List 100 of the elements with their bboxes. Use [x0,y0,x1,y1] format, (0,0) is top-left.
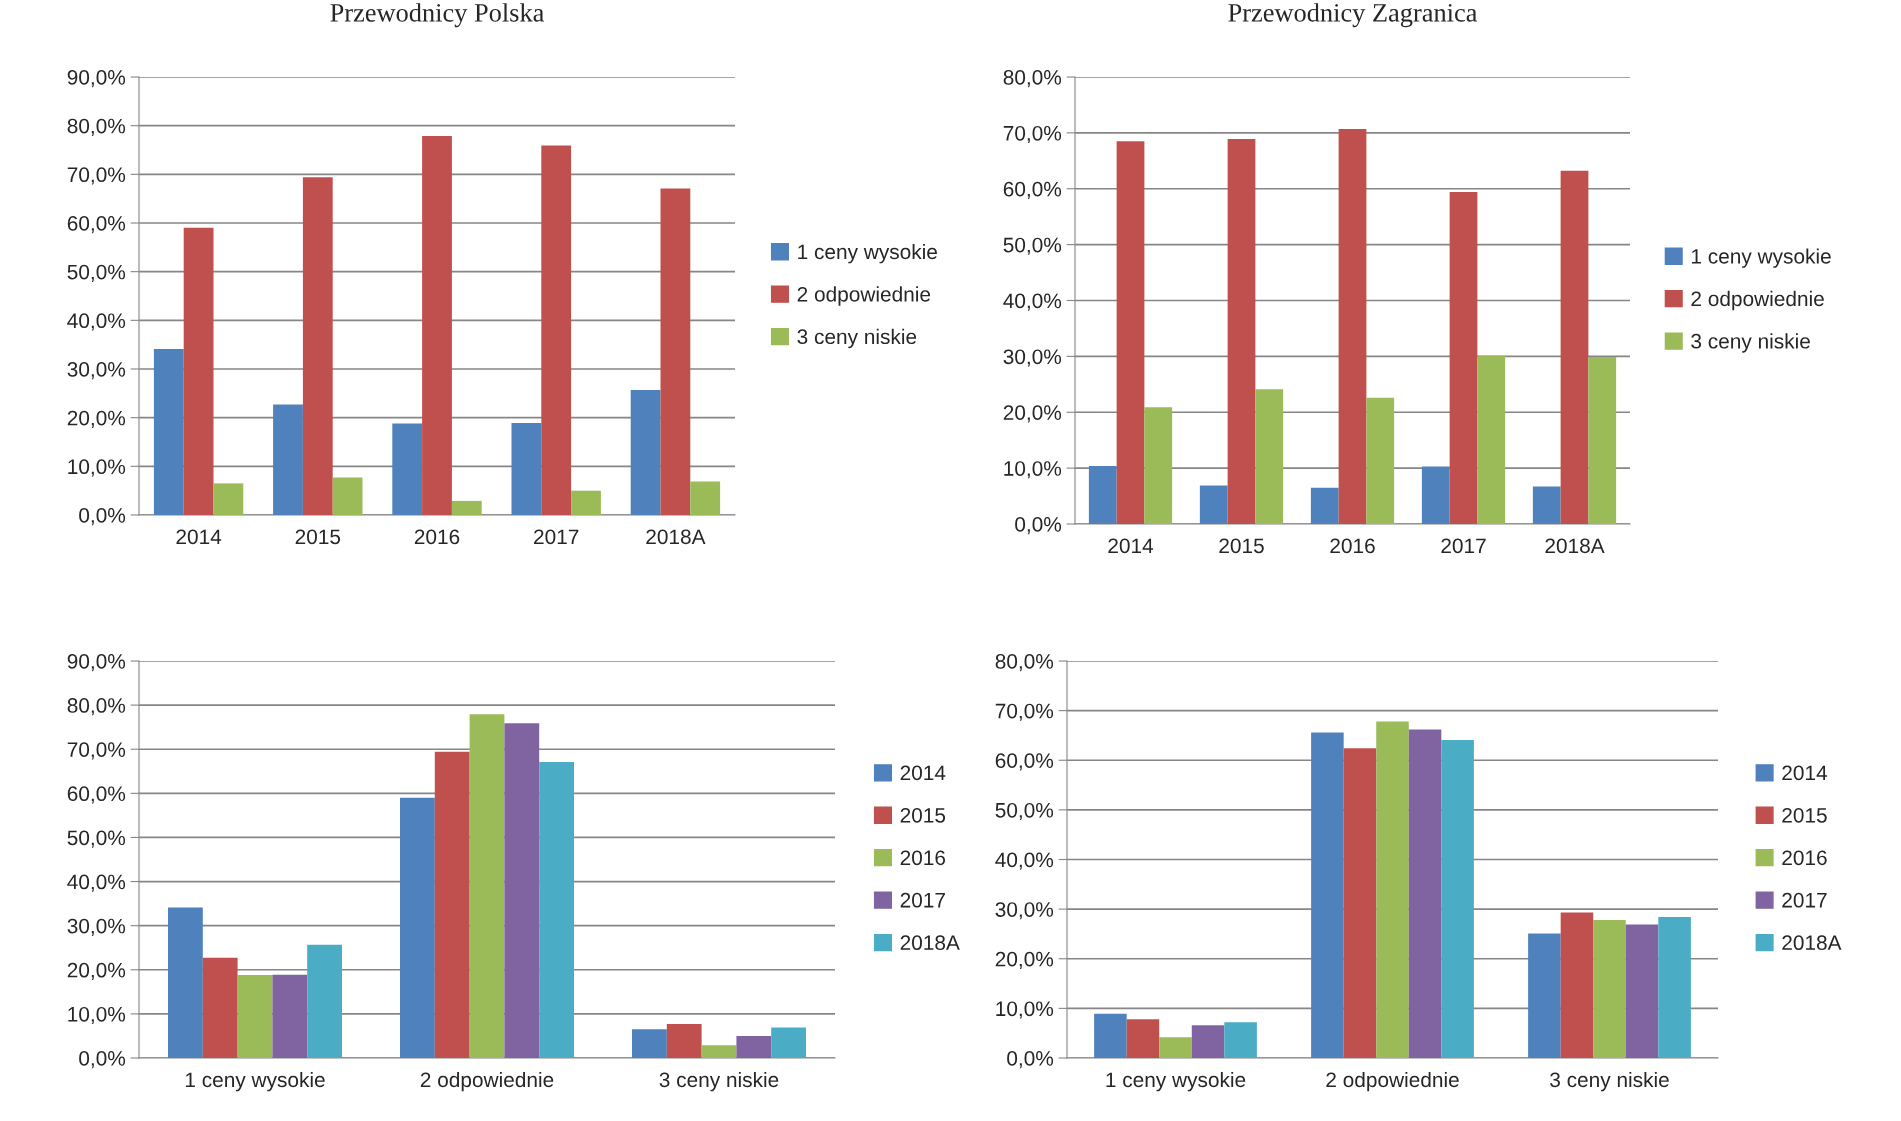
bar [1227,139,1256,524]
x-tick-label: 3 ceny niskie [659,1071,779,1092]
y-tick-label: 40,0% [995,852,1054,870]
x-tick-label: 2016 [1330,538,1375,554]
bar [1658,917,1691,1058]
bar [1338,128,1367,524]
bar [202,957,238,1058]
y-tick-label: 50,0% [995,802,1054,821]
y-tick-label: 70,0% [1003,125,1062,144]
chart-title: Przewodnicy Polska [330,3,545,28]
bar [434,751,470,1058]
legend-label: 2017 [900,892,945,908]
y-tick-label: 0,0% [1015,517,1062,535]
y-tick-label: 70,0% [67,167,126,185]
bar [1441,739,1474,1058]
y-tick-label: 90,0% [67,654,126,672]
bar [469,714,505,1058]
bar [571,490,601,515]
legend-label: 2016 [1782,850,1827,866]
x-tick-label: 3 ceny niskie [1550,1071,1669,1092]
legend-label: 2015 [900,807,946,823]
bar [1191,1025,1225,1058]
x-tick-label: 1 ceny wysokie [1106,1071,1246,1092]
y-tick-label: 60,0% [67,216,126,234]
bar [422,135,452,515]
x-tick-label: 2016 [414,529,460,545]
legend-label: 1 ceny wysokie [1691,248,1831,268]
y-tick-label: 10,0% [996,1001,1054,1019]
bar [1224,1022,1257,1058]
bar [1126,1019,1160,1058]
legend-label: 2018A [900,935,960,951]
y-tick-label: 50,0% [67,830,126,848]
y-tick-label: 50,0% [67,264,126,282]
bar [511,423,542,515]
bar [1255,389,1284,524]
bar [1343,748,1377,1058]
y-tick-label: 40,0% [67,313,126,331]
y-tick-label: 40,0% [1003,293,1062,311]
x-tick-label: 2018A [1545,538,1605,554]
bar [1310,487,1339,524]
bar [1421,466,1450,524]
bar [1094,1013,1127,1058]
y-tick-label: 60,0% [67,786,126,804]
bar [1560,170,1589,524]
bar [168,907,203,1058]
bar [1144,407,1173,524]
bar [451,500,482,515]
legend-label: 2016 [900,850,946,866]
bar [213,483,244,515]
bar [736,1035,772,1058]
bar [1528,933,1561,1058]
y-tick-label: 60,0% [1003,181,1062,199]
y-tick-label: 70,0% [67,742,126,760]
y-tick-label: 80,0% [995,654,1054,672]
bar [632,1029,667,1058]
y-tick-label: 30,0% [995,902,1054,920]
y-tick-label: 40,0% [67,874,126,892]
y-tick-label: 30,0% [67,362,126,380]
y-tick-label: 20,0% [67,410,126,428]
y-tick-label: 20,0% [995,951,1054,969]
bar [1593,920,1626,1058]
x-tick-label: 2018A [646,529,706,545]
bar [1588,356,1617,524]
bar [504,723,540,1058]
y-tick-label: 0,0% [79,1051,126,1069]
bar [237,975,273,1058]
y-tick-label: 80,0% [67,698,126,716]
bar [1408,729,1442,1058]
y-tick-label: 70,0% [995,703,1054,721]
legend-label: 2018A [1782,935,1842,951]
bar [660,188,691,515]
legend-label: 2015 [1782,807,1827,823]
legend-label: 2 odpowiednie [797,286,931,306]
bar [1376,721,1409,1058]
x-tick-label: 2014 [176,529,222,545]
bar [183,227,214,515]
bar [539,762,574,1058]
bar [690,481,721,515]
y-tick-label: 10,0% [68,459,126,477]
x-tick-label: 2014 [1108,538,1154,554]
bar [1116,141,1145,524]
y-tick-label: 60,0% [995,753,1054,771]
bar [1560,912,1594,1058]
y-tick-label: 10,0% [68,1006,126,1025]
legend-label: 3 ceny niskie [1691,333,1810,353]
x-tick-label: 2017 [534,529,579,545]
bar [630,389,661,515]
bar [400,797,435,1058]
bar [1311,732,1344,1058]
x-tick-label: 1 ceny wysokie [185,1071,325,1092]
x-tick-label: 2017 [1441,538,1486,554]
bar [302,177,333,515]
bar [332,477,363,515]
y-tick-label: 80,0% [67,118,126,136]
x-tick-label: 2015 [295,529,341,545]
y-tick-label: 90,0% [67,70,126,88]
y-tick-label: 30,0% [67,918,126,936]
chart-title: Przewodnicy Zagranica [1228,3,1478,28]
legend-label: 2014 [900,765,946,781]
bar [307,944,342,1058]
